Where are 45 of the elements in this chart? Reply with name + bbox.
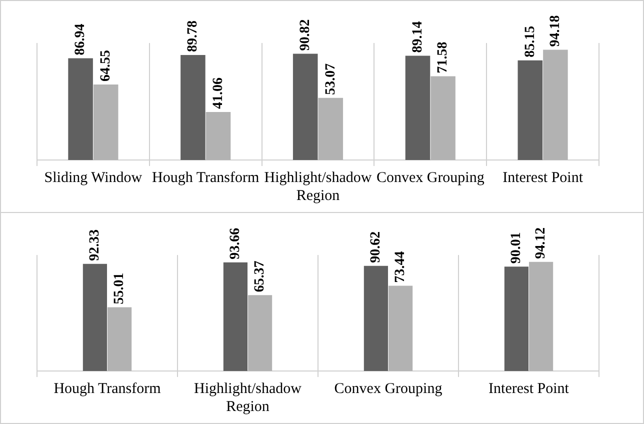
data-label: 55.01 [112, 272, 128, 304]
data-label: 65.37 [252, 260, 268, 292]
data-label: 71.58 [436, 42, 451, 74]
data-label: 86.94 [73, 24, 88, 56]
x-tick-label: Interest Point [502, 170, 584, 186]
data-label: 90.01 [509, 232, 524, 264]
bar [430, 76, 456, 160]
bar [107, 307, 132, 371]
data-label: 85.15 [522, 26, 538, 58]
bar [543, 50, 568, 160]
data-label: 53.07 [323, 63, 338, 95]
data-label: 90.82 [298, 19, 313, 51]
data-label: 94.12 [534, 227, 549, 259]
x-tick-label: Convex Grouping [334, 380, 443, 397]
bar [248, 295, 272, 371]
bar [518, 60, 543, 160]
x-tick-label: Interest Point [488, 380, 570, 397]
data-label: 41.06 [210, 77, 226, 109]
bar [223, 262, 248, 371]
x-tick-label: Sliding Window [44, 170, 142, 186]
x-tick-label: Hough Transform [152, 170, 260, 186]
data-label: 89.78 [186, 20, 201, 52]
bar [388, 286, 413, 371]
bar [82, 264, 108, 371]
x-tick-label: Highlight/shadow Region [194, 380, 302, 415]
x-tick-label: Hough Transform [54, 380, 162, 397]
data-label: 93.66 [228, 228, 244, 260]
bar [405, 56, 430, 160]
bar [364, 266, 388, 371]
data-label: 92.33 [88, 229, 103, 261]
data-label: 94.18 [548, 15, 564, 47]
bar [318, 98, 344, 160]
bar [504, 266, 529, 371]
bar [292, 54, 318, 160]
data-label: 90.62 [368, 231, 384, 263]
x-tick-label: Convex Grouping [376, 170, 485, 186]
bar [528, 262, 554, 371]
data-label: 89.14 [410, 21, 426, 53]
data-label: 73.44 [393, 251, 408, 283]
bar [206, 112, 231, 160]
bar [180, 54, 206, 160]
data-label: 64.55 [98, 50, 114, 82]
bar [68, 58, 93, 160]
x-tick-label: Highlight/shadow Region [264, 170, 372, 204]
bar [93, 84, 118, 160]
